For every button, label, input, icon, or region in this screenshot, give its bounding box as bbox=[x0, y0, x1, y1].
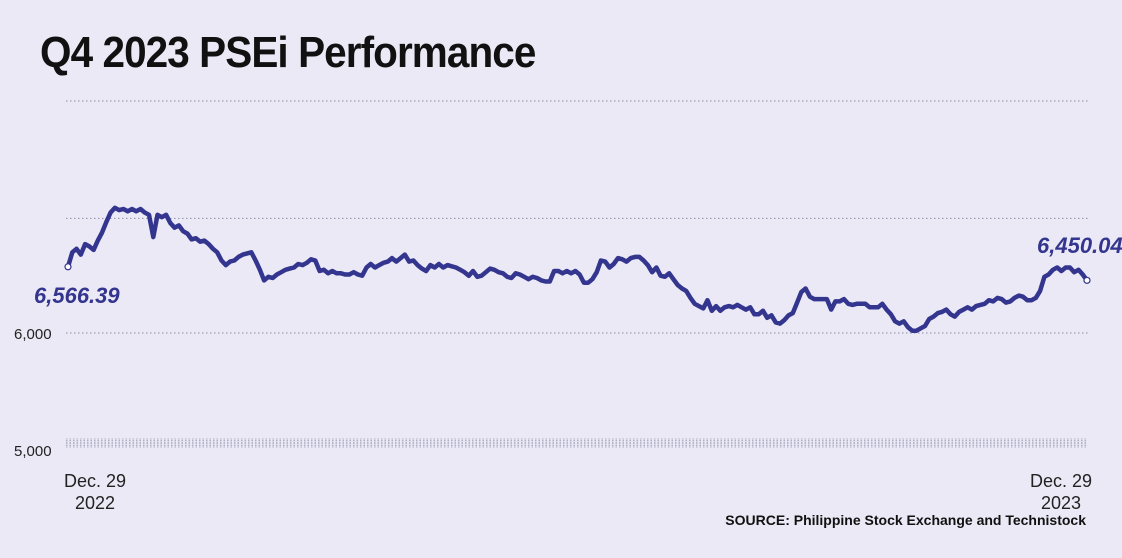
series-line-group bbox=[65, 205, 1090, 333]
end-value-label: 6,450.04 bbox=[1037, 233, 1122, 258]
series-line bbox=[65, 205, 1090, 333]
annotations: 6,566.39 6,450.04 bbox=[34, 233, 1122, 308]
start-value-label: 6,566.39 bbox=[34, 283, 120, 308]
x-end-label: Dec. 29 bbox=[1030, 471, 1092, 491]
source-note: SOURCE: Philippine Stock Exchange and Te… bbox=[725, 512, 1086, 528]
x-start-label: Dec. 29 bbox=[64, 471, 126, 491]
gridlines bbox=[66, 100, 1088, 448]
chart-title: Q4 2023 PSEi Performance bbox=[40, 28, 536, 77]
x-end-label: 2023 bbox=[1041, 493, 1081, 513]
end-point-marker bbox=[1083, 276, 1091, 284]
x-start-label: 2022 bbox=[75, 493, 115, 513]
y-tick-label: 5,000 bbox=[14, 443, 52, 460]
start-point-marker bbox=[64, 263, 72, 271]
y-tick-label: 6,000 bbox=[14, 326, 52, 343]
